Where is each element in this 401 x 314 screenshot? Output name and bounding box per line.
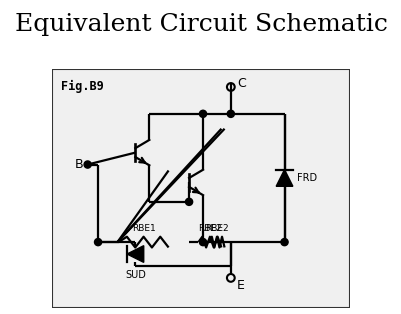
Text: FRD: FRD xyxy=(297,173,317,183)
Text: C: C xyxy=(236,78,245,90)
Text: RBE1: RBE1 xyxy=(132,224,155,233)
Circle shape xyxy=(227,110,234,117)
Circle shape xyxy=(84,161,91,168)
Circle shape xyxy=(199,239,206,246)
Text: RBE2: RBE2 xyxy=(205,224,228,233)
Text: SUD: SUD xyxy=(125,270,146,280)
Circle shape xyxy=(199,110,206,117)
Text: Equivalent Circuit Schematic: Equivalent Circuit Schematic xyxy=(14,13,387,35)
FancyBboxPatch shape xyxy=(52,69,349,308)
Polygon shape xyxy=(127,246,144,263)
Circle shape xyxy=(280,239,288,246)
Text: Fig.B9: Fig.B9 xyxy=(61,79,103,93)
Text: B: B xyxy=(74,158,83,171)
Circle shape xyxy=(94,239,101,246)
Polygon shape xyxy=(275,170,292,186)
Text: RBE2: RBE2 xyxy=(198,224,221,233)
Text: E: E xyxy=(236,279,244,292)
Circle shape xyxy=(185,198,192,205)
